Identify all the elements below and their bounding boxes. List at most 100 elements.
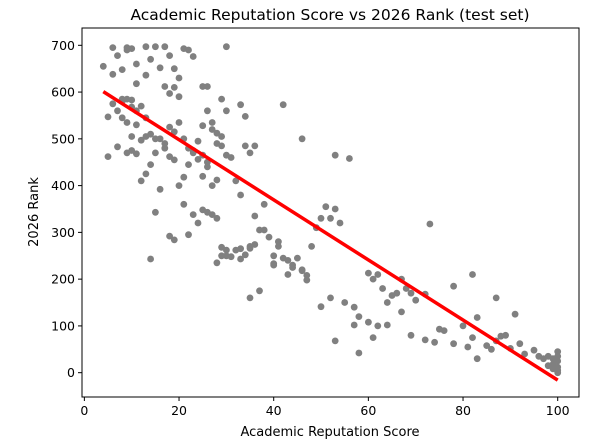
data-point-186 [383, 321, 391, 329]
data-point-101 [298, 135, 306, 143]
data-point-38 [137, 102, 145, 110]
data-point-149 [241, 251, 249, 259]
data-point-106 [170, 236, 178, 244]
data-point-92 [218, 142, 226, 150]
data-point-68 [218, 133, 226, 140]
data-point-188 [407, 331, 415, 339]
data-point-171 [412, 296, 420, 304]
data-point-195 [464, 343, 472, 351]
data-point-50 [166, 123, 174, 131]
data-point-70 [104, 153, 112, 161]
data-point-198 [483, 342, 491, 349]
data-point-143 [275, 238, 282, 246]
data-point-161 [365, 269, 372, 277]
data-point-99 [251, 142, 259, 150]
data-point-10 [147, 55, 155, 63]
data-point-107 [180, 200, 188, 208]
data-point-170 [407, 289, 415, 297]
data-point-183 [365, 318, 372, 326]
data-point-213 [554, 348, 562, 355]
data-point-66 [208, 126, 216, 133]
data-point-59 [208, 119, 216, 126]
data-point-177 [492, 294, 500, 302]
data-point-80 [161, 144, 169, 152]
data-point-21 [204, 83, 211, 90]
data-point-138 [331, 205, 339, 213]
data-point-82 [170, 156, 178, 164]
data-point-79 [156, 185, 164, 193]
data-point-176 [473, 314, 481, 321]
data-point-204 [511, 310, 519, 318]
data-point-128 [284, 257, 292, 264]
data-point-52 [175, 119, 183, 126]
data-point-46 [147, 130, 155, 138]
data-point-51 [170, 128, 178, 136]
data-point-8 [133, 60, 140, 68]
fit-line-layer [102, 90, 559, 382]
data-point-130 [294, 254, 301, 262]
data-point-122 [256, 226, 263, 234]
data-point-29 [104, 113, 112, 121]
y-tick-label-100: 100 [51, 318, 75, 333]
data-point-69 [199, 122, 207, 130]
data-point-119 [237, 245, 245, 253]
data-point-95 [232, 177, 240, 185]
data-point-164 [379, 285, 386, 292]
y-tick-label-0: 0 [67, 365, 75, 380]
data-point-110 [194, 219, 202, 227]
data-point-100 [279, 101, 287, 109]
data-point-135 [317, 214, 325, 222]
data-point-18 [185, 46, 192, 54]
y-tick-label-500: 500 [51, 131, 75, 146]
y-tick-label-400: 400 [51, 178, 75, 193]
data-point-71 [114, 143, 121, 151]
data-point-44 [137, 136, 145, 144]
data-point-115 [218, 252, 226, 260]
data-point-28 [133, 80, 140, 88]
data-point-167 [393, 289, 401, 297]
data-point-207 [530, 346, 538, 354]
data-point-218 [554, 369, 562, 377]
data-point-193 [450, 340, 457, 348]
data-point-30 [109, 100, 117, 108]
data-point-41 [123, 119, 131, 126]
y-axis: 0 100 200 300 400 500 600 700 [51, 38, 82, 380]
data-point-174 [450, 282, 457, 290]
data-point-215 [554, 357, 562, 365]
data-point-126 [275, 243, 282, 250]
data-point-24 [166, 90, 174, 97]
data-point-154 [298, 267, 306, 275]
data-point-40 [118, 114, 126, 122]
data-point-61 [218, 95, 226, 103]
data-point-9 [142, 43, 150, 51]
data-point-189 [421, 336, 429, 344]
data-point-97 [241, 142, 249, 150]
data-point-206 [521, 350, 528, 358]
fit-line [102, 90, 559, 382]
data-point-184 [369, 334, 377, 341]
data-point-62 [223, 107, 230, 115]
data-point-190 [431, 338, 438, 346]
chart-title: Academic Reputation Score vs 2026 Rank (… [130, 6, 529, 24]
x-tick-label-100: 100 [546, 403, 570, 418]
y-tick-label-600: 600 [51, 85, 75, 100]
data-point-96 [237, 191, 245, 199]
data-point-163 [374, 271, 382, 278]
data-point-1 [109, 44, 117, 51]
data-point-133 [308, 243, 315, 250]
data-point-2 [109, 70, 117, 78]
data-point-141 [251, 212, 259, 220]
data-point-153 [289, 261, 296, 269]
data-point-27 [142, 71, 150, 79]
data-point-199 [488, 345, 495, 353]
x-tick-label-40: 40 [266, 403, 282, 418]
data-point-42 [128, 133, 136, 140]
data-point-162 [369, 275, 377, 283]
data-point-22 [223, 43, 230, 51]
data-point-20 [199, 83, 207, 90]
data-point-165 [383, 299, 391, 306]
data-point-178 [246, 294, 254, 302]
data-point-137 [327, 214, 334, 222]
y-tick-label-200: 200 [51, 272, 75, 287]
